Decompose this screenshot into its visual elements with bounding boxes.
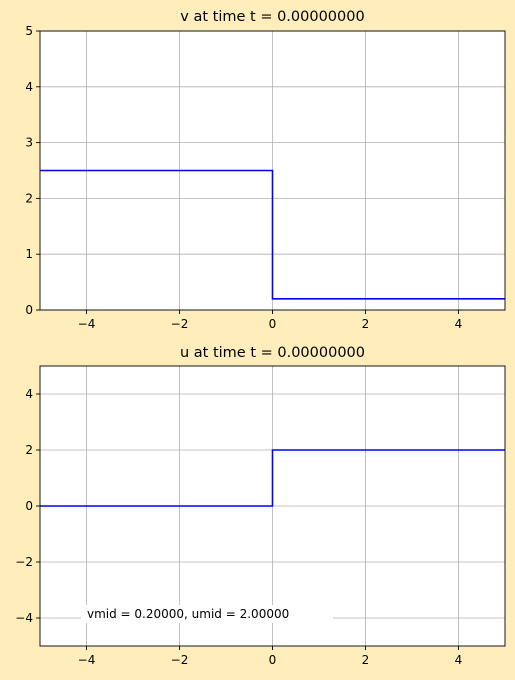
y-tick-label: 4 — [25, 387, 33, 401]
y-tick-label: 0 — [25, 303, 33, 317]
annotation-text: vmid = 0.20000, umid = 2.00000 — [87, 607, 289, 621]
x-tick-label: 4 — [455, 653, 463, 667]
series-layer — [40, 169, 505, 300]
x-tick-label: −2 — [171, 653, 189, 667]
x-tick-label: 4 — [455, 317, 463, 331]
x-tick-label: 2 — [362, 653, 370, 667]
series-line — [40, 449, 505, 507]
x-tick-label: 0 — [269, 317, 277, 331]
y-tick-label: 5 — [25, 24, 33, 38]
x-tick-label: −4 — [78, 653, 96, 667]
ticks: −4 −2 0 2 4 0 1 2 3 4 5 — [25, 24, 462, 331]
y-tick-label: 2 — [25, 191, 33, 205]
y-tick-label: 2 — [25, 443, 33, 457]
panel-title: u at time t = 0.00000000 — [180, 345, 365, 361]
panel-u: u at time t = 0.00000000 vmid = 0.20000,… — [15, 345, 506, 667]
ticks: −4 −2 0 2 4 −4 −2 0 2 4 — [15, 387, 462, 667]
x-tick-label: −2 — [171, 317, 189, 331]
y-tick-label: −4 — [15, 611, 33, 625]
series-layer — [40, 449, 505, 507]
x-tick-label: −4 — [78, 317, 96, 331]
y-tick-label: 3 — [25, 136, 33, 150]
panel-v: v at time t = 0.00000000 −4 −2 0 2 4 0 1 2 3 4 5 — [25, 9, 506, 331]
annotation-background — [81, 605, 333, 623]
y-tick-label: 0 — [25, 499, 33, 513]
series-line — [40, 169, 505, 300]
y-tick-label: 4 — [25, 80, 33, 94]
panel-title: v at time t = 0.00000000 — [180, 9, 364, 25]
x-tick-label: 2 — [362, 317, 370, 331]
y-tick-label: −2 — [15, 555, 33, 569]
y-tick-label: 1 — [25, 247, 33, 261]
x-tick-label: 0 — [269, 653, 277, 667]
